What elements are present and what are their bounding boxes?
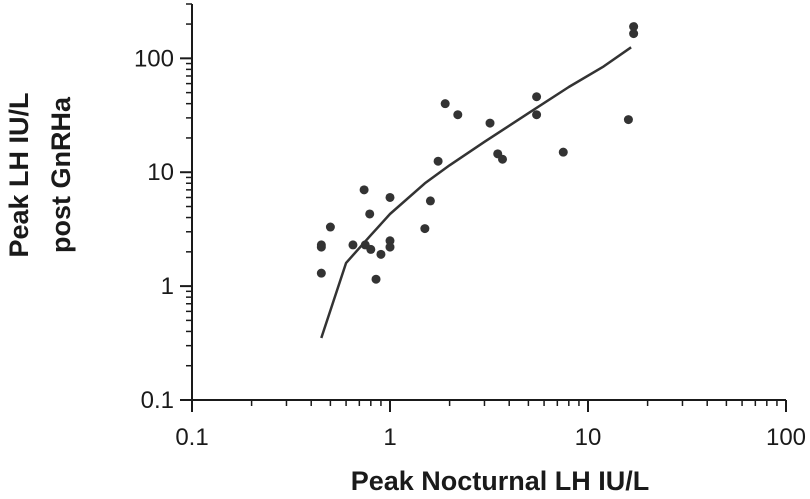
data-point [453, 110, 463, 120]
data-point [440, 99, 450, 109]
y-axis: 0.1 1 10 100 [134, 3, 193, 414]
data-point [325, 222, 335, 232]
data-point [629, 29, 639, 39]
y-tick-label: 100 [134, 45, 174, 72]
x-axis-title: Peak Nocturnal LH IU/L [351, 466, 650, 496]
y-tick-label: 0.1 [141, 387, 174, 414]
data-point [376, 249, 386, 259]
data-point [385, 192, 395, 202]
data-point [425, 196, 435, 206]
data-point [359, 185, 369, 195]
x-tick-label: 10 [575, 424, 602, 451]
x-tick-label: 100 [766, 424, 806, 451]
data-point [558, 147, 568, 157]
data-point [365, 209, 375, 219]
y-tick-label: 1 [161, 273, 174, 300]
x-axis: 0.1 1 10 100 [175, 399, 806, 451]
y-tick-label: 10 [147, 159, 174, 186]
fit-curve [320, 46, 632, 339]
data-point [532, 110, 542, 120]
data-point [385, 236, 395, 246]
plot-area [316, 22, 639, 339]
data-point [316, 268, 326, 278]
y-axis-title-line1: Peak LH IU/L [4, 92, 34, 257]
data-point [498, 154, 508, 164]
data-point [420, 224, 430, 234]
data-point [316, 242, 326, 252]
x-tick-label: 1 [383, 424, 396, 451]
data-point [348, 240, 358, 250]
data-point [623, 115, 633, 125]
data-point [485, 118, 495, 128]
data-point [433, 156, 443, 166]
x-tick-label: 0.1 [175, 424, 208, 451]
data-point [629, 22, 639, 32]
data-point [532, 92, 542, 102]
data-point [371, 274, 381, 284]
y-axis-title-line2: post GnRHa [46, 96, 76, 253]
data-point [366, 244, 376, 254]
data-point [385, 242, 395, 252]
